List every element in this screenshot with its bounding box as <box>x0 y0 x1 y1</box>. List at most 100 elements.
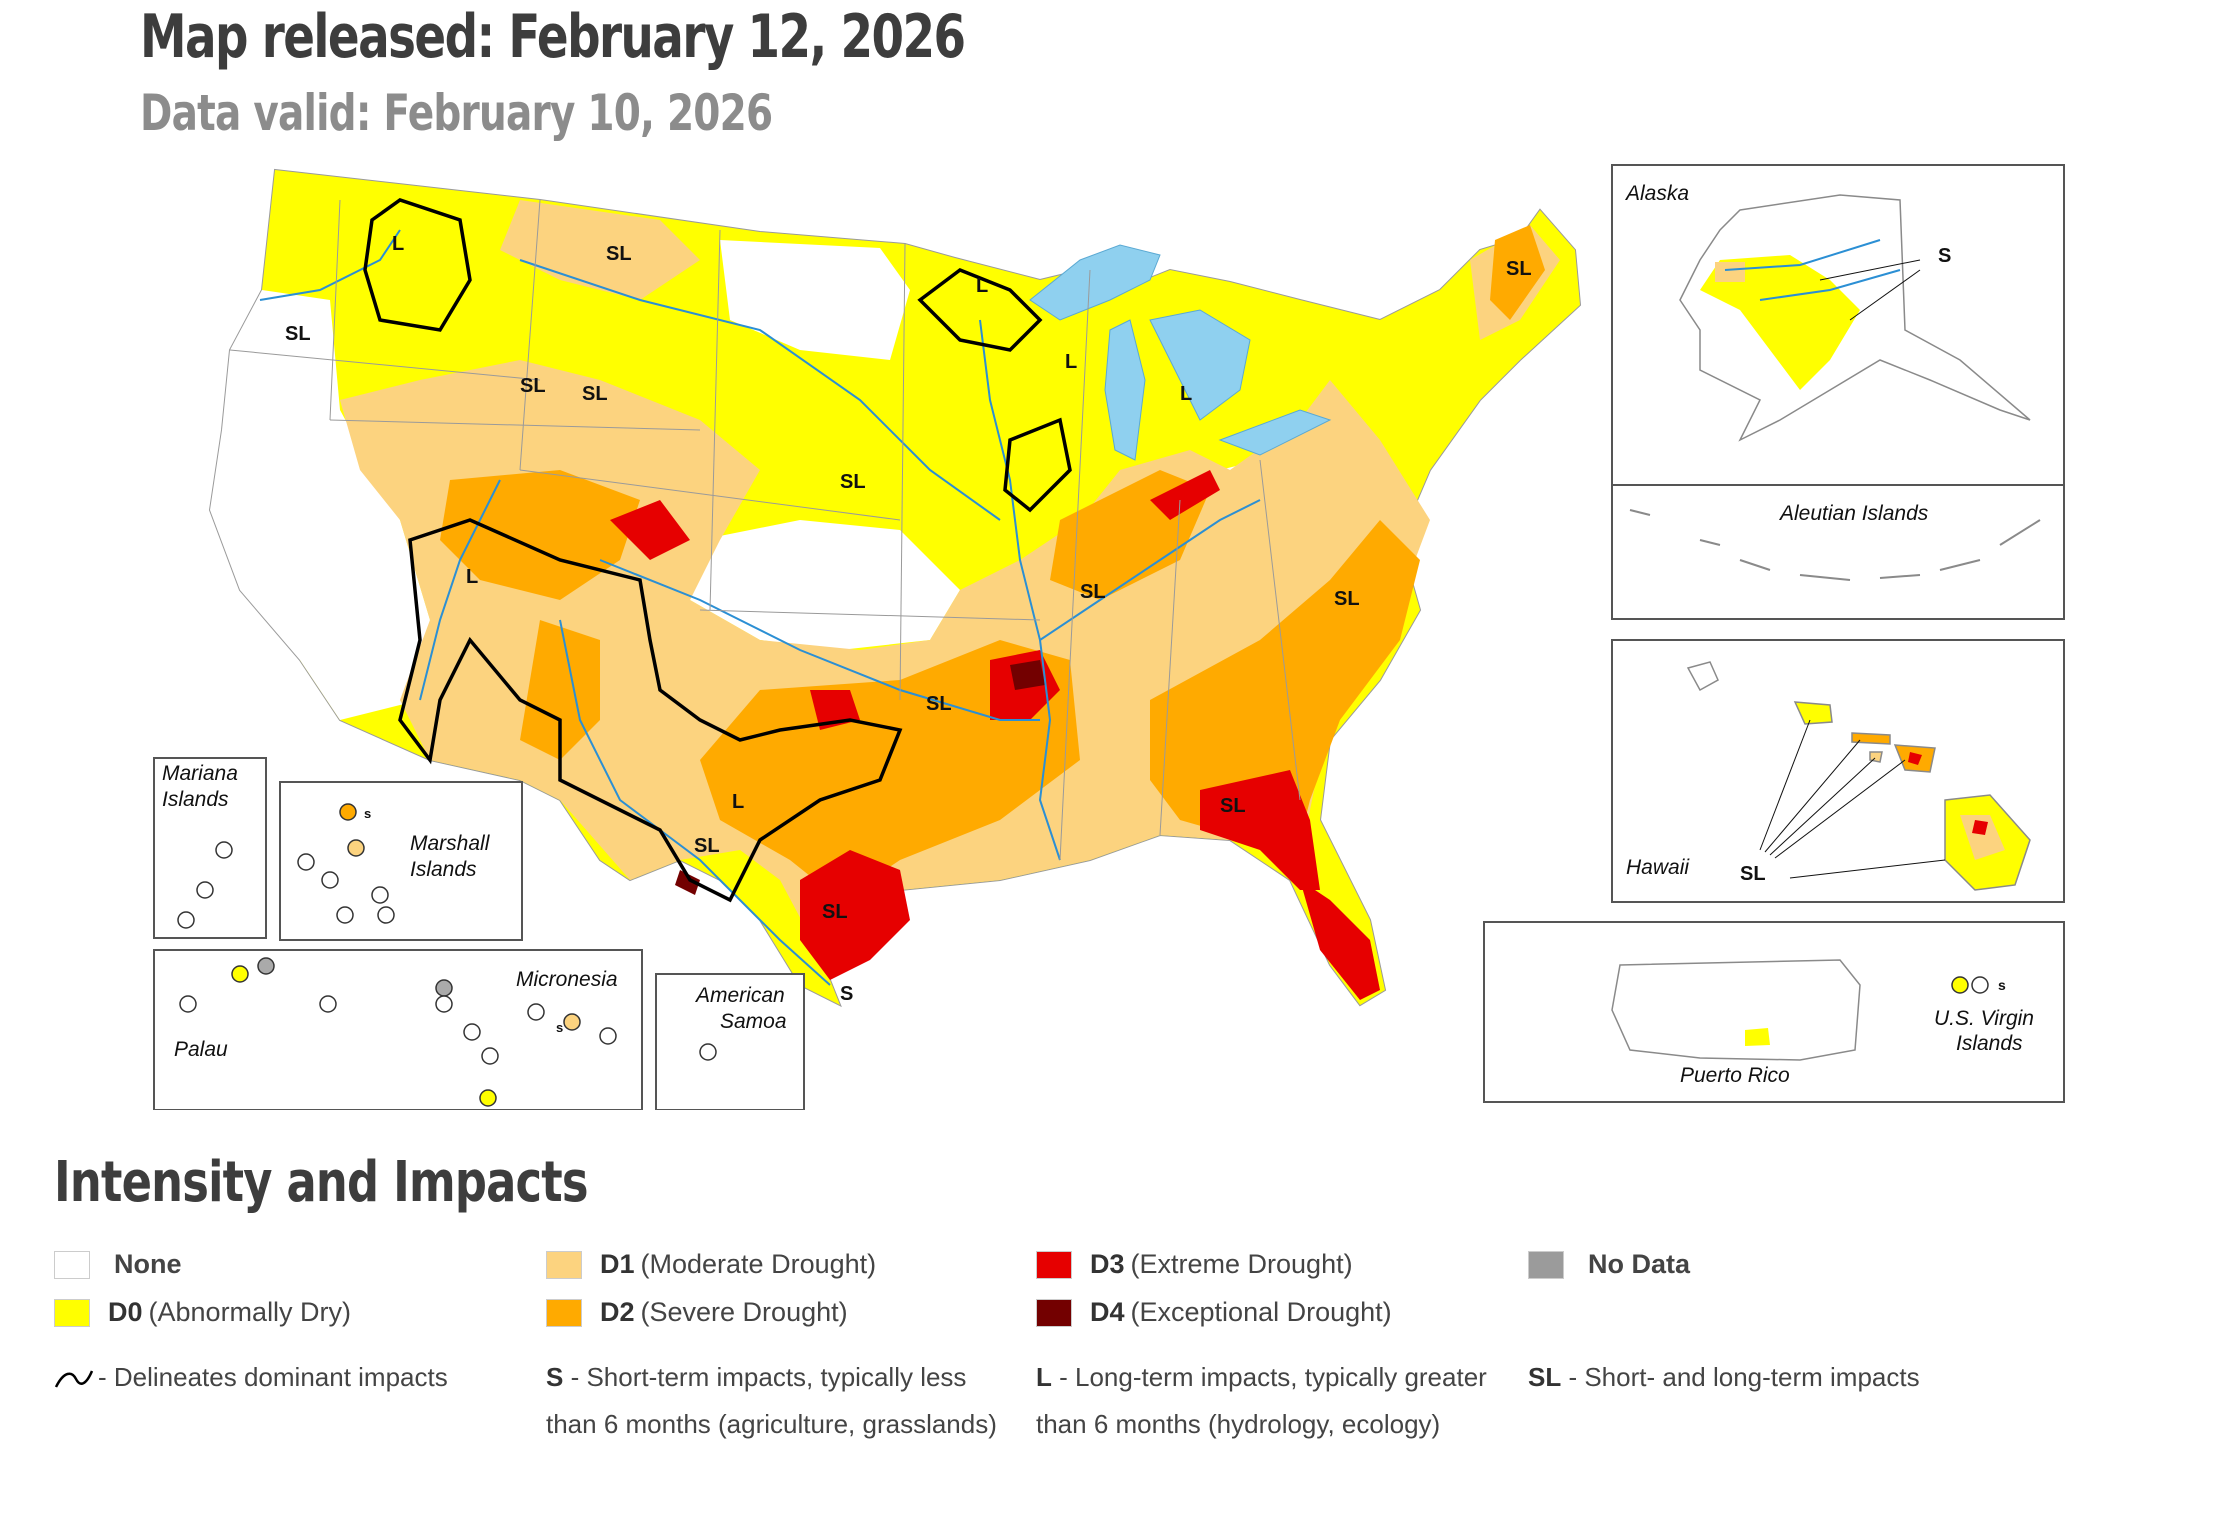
island-marker <box>435 979 453 997</box>
legend-code: D0 <box>108 1297 143 1327</box>
island-marker <box>481 1047 499 1065</box>
palau-title: Palau <box>174 1038 228 1061</box>
island-marker <box>699 1043 717 1061</box>
swatch-d1 <box>546 1250 582 1279</box>
river-missouri <box>519 259 1001 521</box>
d4-layer-tx <box>675 870 700 895</box>
alaska-inset: Alaska S <box>1611 164 2065 486</box>
aleutian-islands <box>1629 509 2041 581</box>
river-ohio <box>1039 499 1261 641</box>
impact-label: SL <box>822 901 848 923</box>
puerto-rico-title: Puerto Rico <box>1680 1064 1790 1087</box>
state-borders <box>229 199 1301 861</box>
river-columbia <box>259 229 401 301</box>
hawaii-leaders <box>1759 719 1946 879</box>
legend-d3: D3 (Extreme Drought) <box>1036 1249 1353 1280</box>
impact-label: SL <box>582 383 608 405</box>
impact-label: L <box>732 791 744 813</box>
impact-short-term: S - Short-term impacts, typically less t… <box>546 1354 1016 1448</box>
d3-layer-fl <box>1300 880 1380 1000</box>
island-marker <box>297 853 315 871</box>
virgin-s-label: s <box>1998 977 2006 993</box>
puerto-rico-d0 <box>1745 1028 1770 1046</box>
hawaii-title: Hawaii <box>1626 856 1690 879</box>
d2-layer-tx <box>700 640 1080 900</box>
data-valid-date: Data valid: February 10, 2026 <box>140 84 773 142</box>
hawaii-inset: Hawaii SL <box>1611 639 2065 903</box>
big-island-d3 <box>1972 820 1988 835</box>
island-marker <box>196 881 214 899</box>
marshall-title-line1: Marshall <box>410 832 491 855</box>
impact-label: SL <box>606 243 632 265</box>
legend-d2: D2 (Severe Drought) <box>546 1297 848 1328</box>
puerto-rico-inset: Puerto Rico s U.S. Virgin Islands <box>1483 921 2065 1103</box>
legend-label: (Severe Drought) <box>640 1297 848 1327</box>
legend-d1: D1 (Moderate Drought) <box>546 1249 876 1280</box>
none-region-plains <box>690 520 960 650</box>
island-marker <box>435 995 453 1013</box>
impact-long-term: L - Long-term impacts, typically greater… <box>1036 1354 1506 1448</box>
legend-d0: D0 (Abnormally Dry) <box>54 1297 351 1328</box>
impact-label: L <box>466 566 478 588</box>
d3-layer-tx <box>800 850 910 980</box>
impact-short-and-long-term: SL - Short- and long-term impacts <box>1528 1354 2128 1401</box>
d3-layer-oh <box>1150 470 1220 520</box>
island-marker <box>321 871 339 889</box>
swatch-d2 <box>546 1298 582 1327</box>
legend-title: Intensity and Impacts <box>54 1150 589 1215</box>
impact-code: S <box>546 1362 564 1392</box>
legend-nodata: No Data <box>1528 1249 1690 1280</box>
impact-label: SL <box>520 375 546 397</box>
island-marker <box>339 803 357 821</box>
impact-label: SL <box>1220 795 1246 817</box>
island-marker <box>347 839 365 857</box>
molokai <box>1851 732 1891 745</box>
impact-label: L <box>1180 383 1192 405</box>
island-marker <box>527 1003 545 1021</box>
island-marker <box>336 906 354 924</box>
river-arkansas <box>599 559 1040 721</box>
impact-label: SL <box>1334 588 1360 610</box>
micronesia-s-label: s <box>556 1020 563 1035</box>
d3-layer-west <box>610 500 690 560</box>
impact-delineates: - Delineates dominant impacts <box>54 1354 504 1401</box>
island-marker <box>479 1089 497 1107</box>
d3-layer-ga <box>1200 770 1320 890</box>
legend-d4: D4 (Exceptional Drought) <box>1036 1297 1392 1328</box>
none-region-north <box>720 240 910 360</box>
virgin-title-line1: U.S. Virgin <box>1934 1007 2034 1030</box>
impact-text: - Delineates dominant impacts <box>98 1362 448 1392</box>
island-marker <box>257 957 275 975</box>
legend-label: None <box>114 1249 182 1279</box>
marshall-inset: Marshall Islands s <box>279 781 523 941</box>
drought-map: SL L SL SL SL L L L SL SL L SL SL SL L S… <box>153 164 2065 1110</box>
impact-text: - Long-term impacts, typically greater t… <box>1036 1362 1487 1439</box>
d1-layer-north <box>500 200 700 300</box>
island-marker <box>371 886 389 904</box>
d2-layer-ne <box>1490 225 1545 320</box>
swatch-nodata <box>1528 1250 1564 1279</box>
conus-map: SL L SL SL SL L L L SL SL L SL SL SL L S… <box>208 168 1582 1008</box>
island-marker <box>231 965 249 983</box>
virgin-island-marker <box>1971 976 1989 994</box>
lake-superior <box>1029 244 1161 321</box>
impact-label: SL <box>1506 258 1532 280</box>
impact-label: SL <box>694 835 720 857</box>
island-marker <box>179 995 197 1013</box>
lake-michigan <box>1104 319 1146 461</box>
legend-code: D3 <box>1090 1249 1125 1279</box>
legend-code: D4 <box>1090 1297 1125 1327</box>
marshall-title-line2: Islands <box>410 858 477 881</box>
lake-erie-ontario <box>1218 409 1332 456</box>
d4-layer-ar <box>1010 660 1045 690</box>
american-samoa-inset: American Samoa <box>655 973 805 1110</box>
island-marker <box>463 1023 481 1041</box>
legend-label: No Data <box>1588 1249 1691 1279</box>
impact-text: - Short-term impacts, typically less tha… <box>546 1362 997 1439</box>
river-mississippi <box>979 319 1061 861</box>
none-region-west <box>210 290 430 720</box>
virgin-title-line2: Islands <box>1956 1032 2023 1055</box>
mariana-title-line2: Islands <box>162 788 229 811</box>
hawaii-impact-label: SL <box>1740 863 1766 885</box>
legend-label: (Extreme Drought) <box>1130 1249 1353 1279</box>
